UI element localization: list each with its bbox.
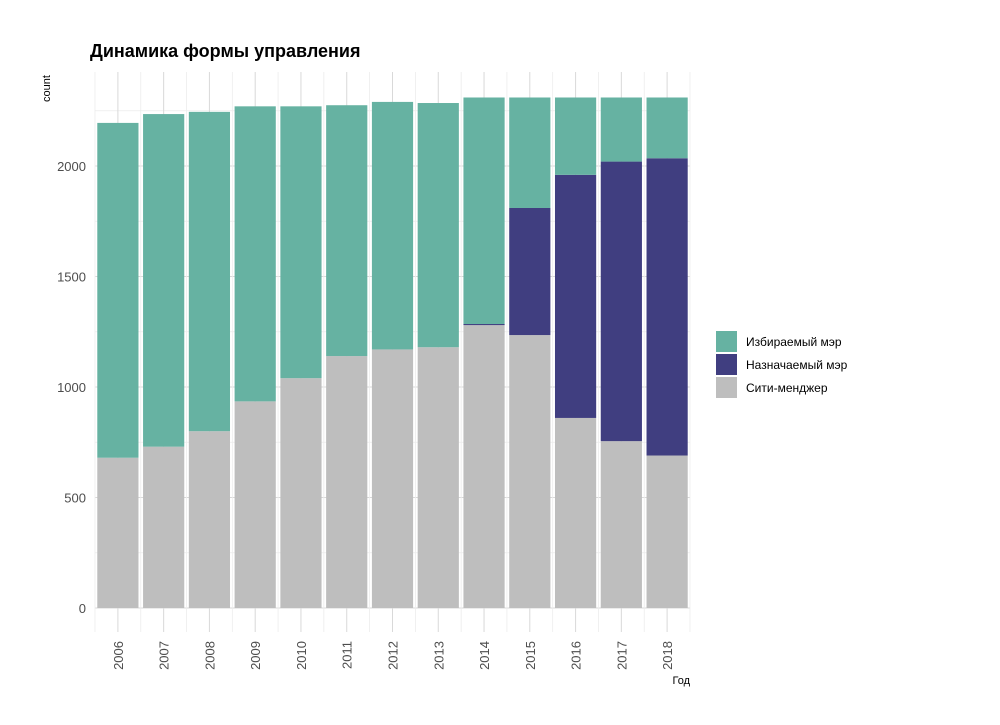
bar-segment: [646, 455, 688, 608]
legend-swatch: [716, 354, 737, 375]
bar-segment: [463, 324, 505, 326]
x-tick-label: 2015: [523, 641, 538, 670]
bar-segment: [600, 441, 642, 608]
x-tick-label: 2012: [386, 641, 401, 670]
y-tick-label: 0: [79, 601, 86, 616]
bar-segment: [600, 161, 642, 442]
bar-segment: [646, 158, 688, 456]
y-tick-label: 500: [64, 491, 86, 506]
bar-segment: [326, 105, 368, 357]
bar-segment: [417, 347, 459, 608]
bar-segment: [280, 378, 322, 608]
bar-segment: [646, 97, 688, 159]
legend-label: Избираемый мэр: [746, 335, 842, 349]
bar-segment: [97, 122, 139, 458]
legend-label: Сити-менджер: [746, 381, 828, 395]
bar-segment: [463, 325, 505, 608]
legend-swatch: [716, 377, 737, 398]
y-axis-ticks: 0 500 1000 1500 2000: [57, 159, 86, 616]
y-tick-label: 1000: [57, 380, 86, 395]
x-tick-label: 2016: [569, 641, 584, 670]
legend: Избираемый мэр Назначаемый мэр Сити-мендже…: [716, 331, 848, 398]
x-tick-label: 2006: [111, 641, 126, 670]
bar-segment: [234, 401, 276, 608]
bar-segment: [554, 174, 597, 418]
bar-segment: [188, 431, 231, 608]
x-axis-ticks: 2006 2007 2008 2009 2010 2011 2012 2013 2014 2015…: [111, 641, 675, 670]
bar-segment: [371, 101, 414, 350]
bar-segment: [371, 349, 414, 608]
bar-segment: [509, 97, 551, 208]
x-tick-label: 2009: [248, 641, 263, 670]
y-axis-label: count: [41, 75, 53, 102]
x-tick-label: 2010: [294, 641, 309, 670]
legend-label: Назначаемый мэр: [746, 358, 848, 372]
x-tick-label: 2007: [157, 641, 172, 670]
bar-segment: [326, 356, 368, 608]
y-tick-label: 1500: [57, 270, 86, 285]
x-tick-label: 2014: [477, 641, 492, 670]
bar-segment: [97, 457, 139, 608]
x-tick-label: 2008: [202, 641, 217, 670]
bar-segment: [280, 106, 322, 379]
bar-segment: [509, 207, 551, 336]
bar-segment: [554, 417, 597, 608]
legend-swatch: [716, 331, 737, 352]
bar-segment: [463, 97, 505, 325]
x-tick-label: 2018: [660, 641, 675, 670]
x-tick-label: 2017: [614, 641, 629, 670]
bar-segment: [143, 446, 185, 608]
bar-segment: [554, 97, 597, 175]
bar-segment: [509, 335, 551, 608]
chart-title: Динамика формы управления: [90, 41, 361, 61]
bar-segment: [143, 114, 185, 447]
bars: [97, 97, 688, 608]
bar-segment: [234, 106, 276, 402]
y-tick-label: 2000: [57, 159, 86, 174]
x-tick-label: 2013: [431, 641, 446, 670]
bar-segment: [600, 97, 642, 162]
bar-segment: [417, 103, 459, 348]
x-tick-label: 2011: [340, 641, 355, 669]
x-axis-label: Год: [672, 675, 690, 687]
bar-segment: [188, 111, 231, 432]
